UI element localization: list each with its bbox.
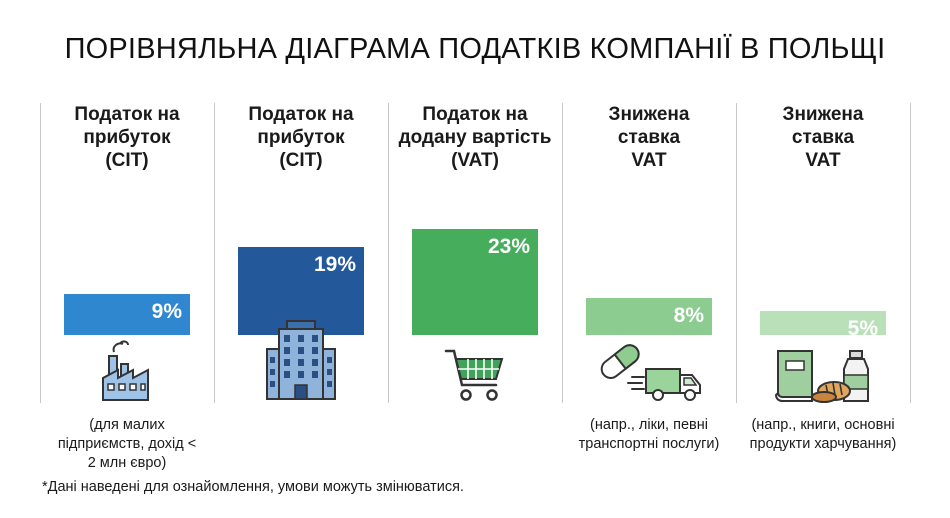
column-divider: [910, 103, 911, 403]
category-label: Податок на прибуток (CIT): [74, 104, 180, 171]
category-label: Податок на прибуток (CIT): [248, 104, 354, 171]
category-label: Знижена ставка VAT: [782, 104, 864, 171]
bar-value-label: 23%: [487, 235, 530, 258]
book-bread-bottle-icon: [774, 350, 869, 403]
column-divider: [40, 103, 41, 403]
category-label: Податок на додану вартість (VAT): [398, 104, 552, 171]
bar-note: (для малих підприємств, дохід < 2 млн єв…: [57, 417, 197, 471]
pill-truck-icon: [600, 344, 701, 401]
column-cit-small: Податок на прибуток (CIT) 9%: [40, 103, 214, 403]
column-divider: [388, 103, 389, 403]
bar-value-label: 5%: [847, 317, 878, 340]
bar-value-label: 9%: [151, 300, 182, 323]
bar-value-label: 8%: [673, 304, 704, 327]
bar-reduced-vat-5: 5%: [760, 311, 886, 340]
bar-value-label: 19%: [313, 253, 356, 276]
column-vat: Податок на додану вартість (VAT) 23%: [388, 103, 562, 403]
column-cit-standard: Податок на прибуток (CIT) 19%: [214, 103, 388, 403]
office-building-icon: [266, 320, 336, 400]
column-reduced-vat-8: Знижена ставка VAT 8%: [562, 103, 736, 403]
bar-note: (напр., ліки, певні транспортні послуги): [578, 417, 720, 452]
bar-reduced-vat-8: 8%: [586, 298, 712, 335]
category-label: Знижена ставка VAT: [608, 104, 690, 171]
column-reduced-vat-5: Знижена ставка VAT 5%: [736, 103, 910, 403]
bar-note: (напр., книги, основні продукти харчуван…: [749, 417, 897, 452]
footnote: *Дані наведені для ознайомлення, умови м…: [42, 479, 464, 495]
bar-vat: 23%: [412, 229, 538, 335]
column-divider: [214, 103, 215, 403]
column-divider: [562, 103, 563, 403]
column-divider: [736, 103, 737, 403]
chart-title: ПОРІВНЯЛЬНА ДІАГРАМА ПОДАТКІВ КОМПАНІЇ В…: [64, 33, 886, 65]
shopping-cart-icon: [444, 349, 504, 401]
bar-cit-small: 9%: [64, 294, 190, 335]
factory-icon: [102, 340, 149, 401]
